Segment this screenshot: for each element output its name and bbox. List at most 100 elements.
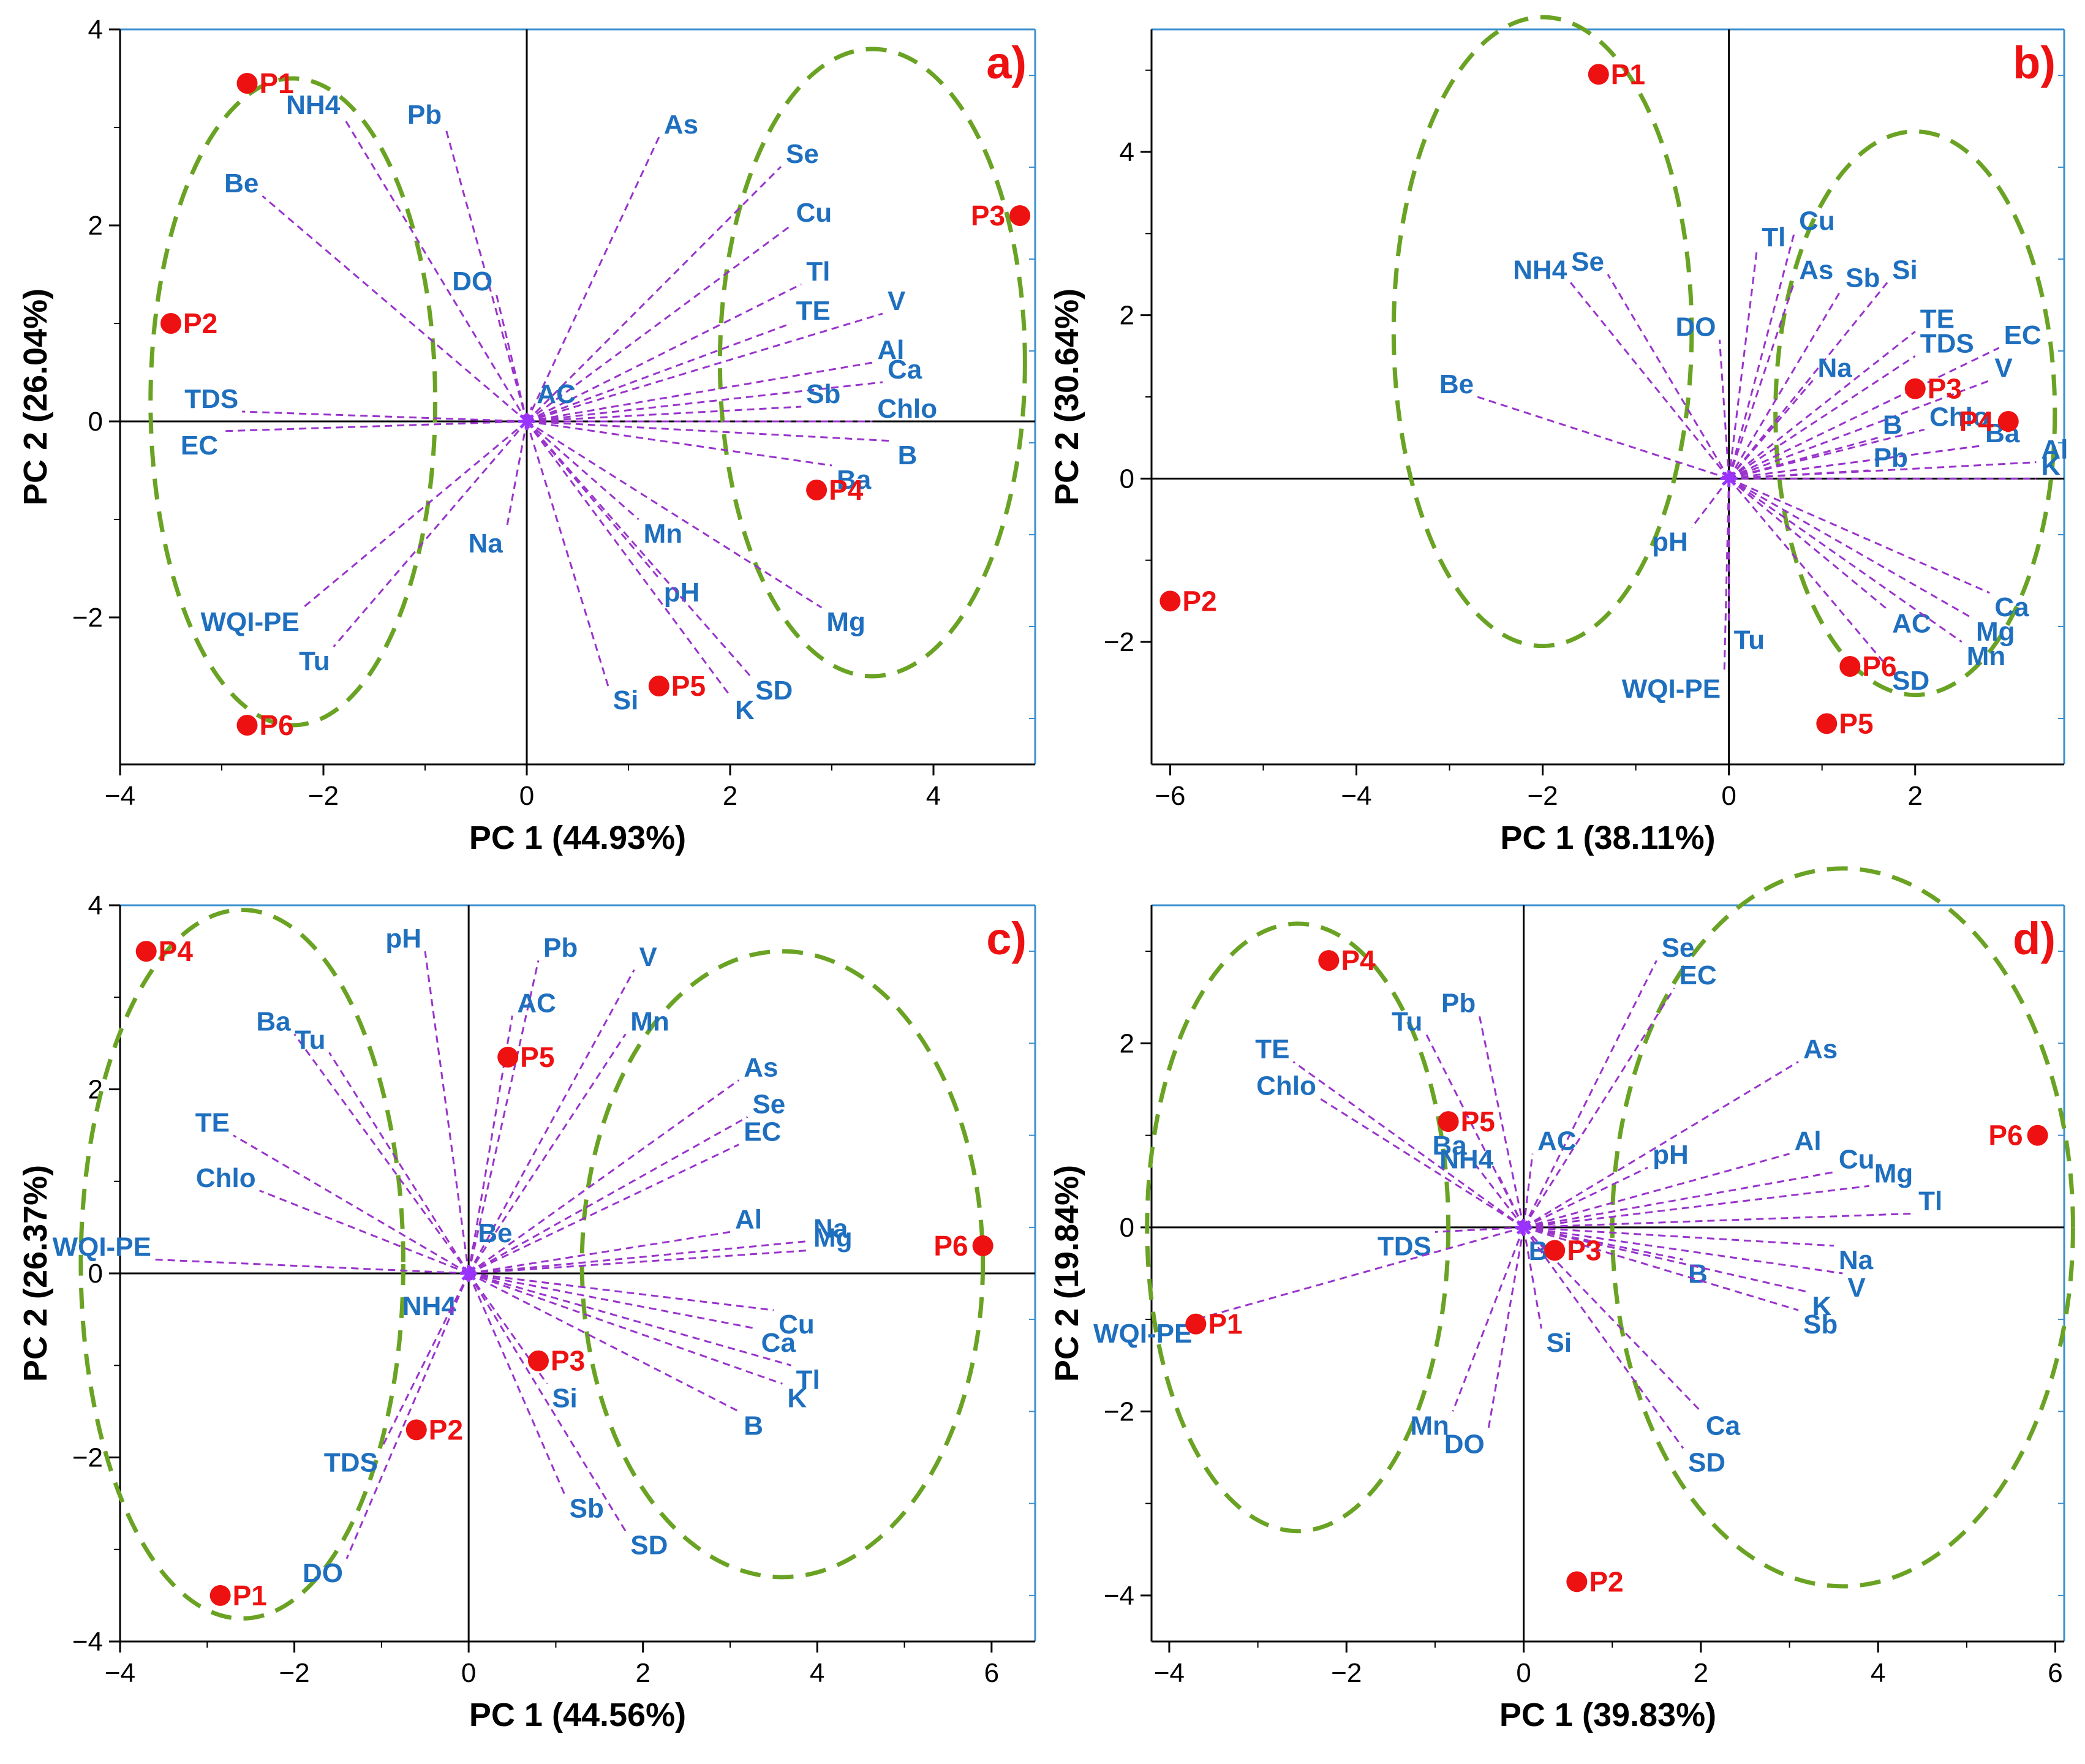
loading-label: DO (1675, 312, 1716, 342)
loading-vector (495, 293, 528, 422)
loading-vector (1723, 478, 1730, 675)
loading-label: DO (1444, 1429, 1485, 1459)
loading-vector (1728, 282, 1795, 479)
loading-vector (333, 421, 528, 647)
loading-vector (526, 420, 823, 609)
loading-vector (302, 420, 527, 609)
y-axis-title: PC 2 (26.37%) (17, 1165, 54, 1382)
loading-label: As (1799, 255, 1833, 285)
loading-vector (1728, 282, 1888, 480)
cluster-ellipse (1145, 921, 1451, 1534)
loading-vector (1729, 379, 1990, 480)
sample-point (1159, 590, 1181, 612)
loading-label: WQI-PE (200, 607, 299, 637)
loading-vector (1570, 282, 1730, 480)
y-tick-label: 2 (1120, 301, 1134, 331)
loading-label: Pb (407, 100, 442, 130)
loading-label: Mn (1967, 641, 2006, 671)
sample-label: P4 (159, 935, 194, 967)
loading-label: SD (1688, 1447, 1725, 1477)
loading-vector (1469, 1158, 1525, 1228)
panel-label: c) (986, 913, 1027, 964)
loading-label: Si (552, 1383, 578, 1413)
loading-label: Be (1439, 369, 1474, 399)
origin-marker (460, 1265, 478, 1282)
x-tick-label: −4 (105, 1658, 135, 1688)
y-tick-label: −2 (1104, 1396, 1134, 1427)
loading-vector (526, 224, 792, 423)
y-tick-label: 4 (88, 891, 103, 921)
cluster-ellipse (78, 908, 405, 1621)
cluster-ellipse (1610, 866, 2075, 1589)
sample-point (648, 676, 669, 696)
loading-vector (1728, 478, 1888, 667)
loading-vector (1319, 1098, 1525, 1229)
loading-vector (468, 1272, 783, 1385)
loading-label: As (1803, 1034, 1838, 1064)
panel-label: d) (2013, 913, 2056, 964)
sample-point (236, 73, 258, 94)
loading-vector (1729, 477, 1990, 594)
sample-label: P2 (1182, 585, 1216, 617)
sample-label: P1 (260, 67, 294, 99)
sample-label: P6 (1988, 1120, 2023, 1152)
loading-vector (424, 951, 470, 1274)
y-tick-label: 4 (1120, 137, 1134, 167)
sample-point (1997, 411, 2019, 432)
loading-label: Cu (1799, 206, 1835, 236)
loading-label: TDS (1378, 1231, 1431, 1261)
x-tick-label: −2 (1527, 781, 1558, 811)
loading-vector (526, 381, 883, 423)
x-tick-label: 4 (1871, 1658, 1885, 1688)
loading-vector (345, 1273, 470, 1559)
loading-label: WQI-PE (1093, 1319, 1192, 1349)
loading-label: Tl (796, 1365, 820, 1395)
sample-point (135, 941, 157, 962)
y-tick-label: 0 (88, 407, 103, 437)
loading-label: Ba (1433, 1131, 1468, 1161)
loading-label: Tu (299, 646, 330, 676)
loading-vector (1728, 331, 1916, 480)
loading-label: TE (1920, 304, 1955, 334)
loading-label: pH (385, 924, 421, 954)
loading-vector (1523, 1153, 1534, 1228)
sample-label: P5 (1461, 1106, 1495, 1137)
loading-vector (526, 137, 660, 422)
loading-label: K (735, 695, 755, 725)
loading-label: Tl (1762, 222, 1785, 252)
cluster-ellipse (1773, 129, 2057, 698)
y-axis-title: PC 2 (26.04%) (17, 288, 54, 505)
loading-vector (1607, 274, 1730, 480)
y-tick-label: −4 (72, 1627, 103, 1657)
loading-label: Ba (256, 1006, 291, 1036)
x-tick-label: 6 (2048, 1658, 2062, 1688)
loading-vector (467, 960, 540, 1274)
x-axis-title: PC 1 (38.11%) (1500, 820, 1715, 856)
x-tick-label: −2 (308, 781, 339, 811)
sample-point (405, 1419, 427, 1441)
loading-vector (1523, 1212, 1914, 1229)
loading-label: Mg (1874, 1158, 1913, 1188)
loading-label: TDS (184, 384, 238, 414)
loading-label: Mn (1410, 1411, 1449, 1441)
x-tick-label: 0 (519, 781, 534, 811)
loading-label: EC (181, 431, 218, 461)
loading-label: Chlo (196, 1163, 256, 1193)
loading-vector (1292, 1061, 1525, 1229)
loading-label: Se (1662, 933, 1695, 963)
loading-label: AC (517, 988, 556, 1018)
loading-label: SD (630, 1531, 668, 1561)
sample-point (527, 1350, 549, 1371)
loading-vector (1435, 1226, 1524, 1233)
sample-point (209, 1585, 231, 1606)
y-tick-label: 0 (1120, 464, 1134, 494)
loading-vector (468, 1231, 731, 1275)
y-tick-label: −2 (1104, 627, 1134, 657)
x-tick-label: −4 (105, 781, 135, 811)
origin-marker (518, 413, 535, 430)
loading-label: EC (2004, 320, 2042, 350)
loading-label: K (787, 1383, 807, 1413)
loading-label: SD (755, 676, 793, 706)
